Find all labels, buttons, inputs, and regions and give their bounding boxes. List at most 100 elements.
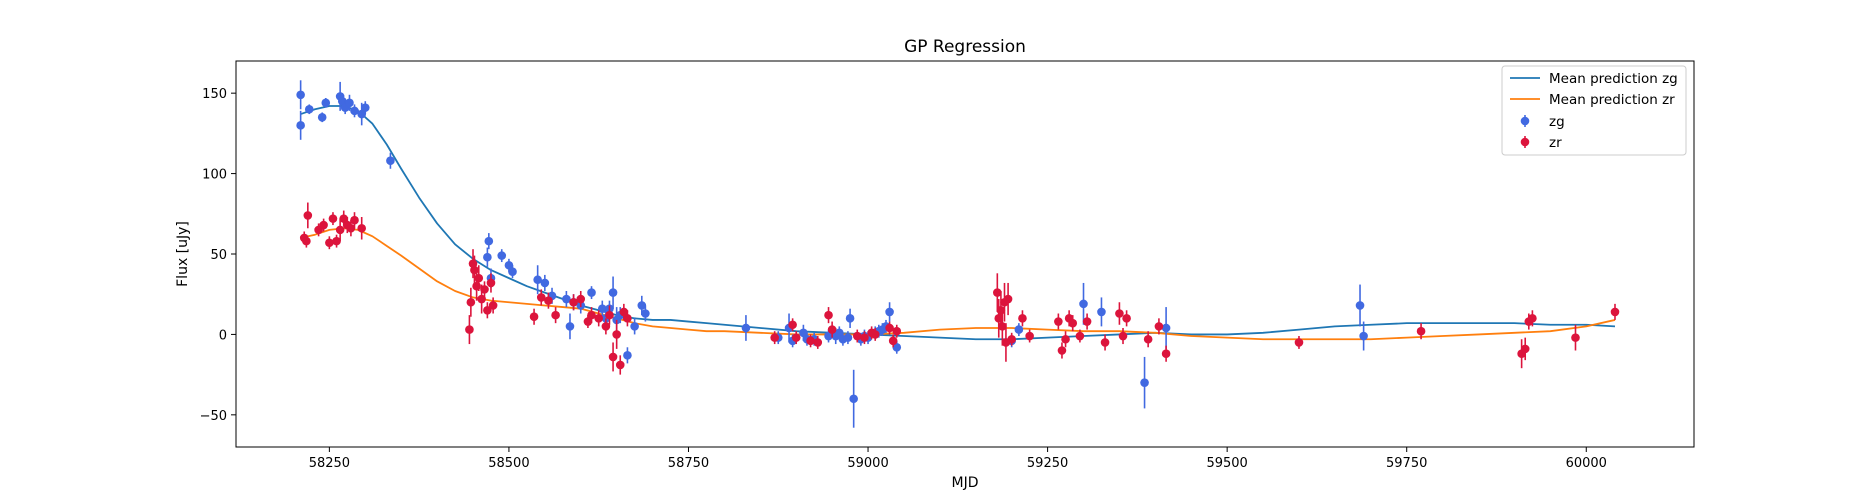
legend-label: zg xyxy=(1549,114,1565,130)
y-tick-label: 0 xyxy=(219,328,227,343)
data-point-zr xyxy=(1100,338,1110,347)
x-axis: 58250 58500 58750 59000 59250 59500 59750 60000 xyxy=(309,447,1607,471)
data-point-zr xyxy=(488,301,498,310)
data-point-zr xyxy=(791,333,801,342)
data-point-zr xyxy=(529,312,539,322)
data-point-zr xyxy=(852,331,862,341)
data-point-zr xyxy=(1057,346,1067,355)
data-point-zr xyxy=(335,225,345,235)
data-point-zr xyxy=(587,310,596,320)
data-point-zg xyxy=(1097,307,1106,317)
data-point-zr xyxy=(1122,314,1131,323)
legend-items: Mean prediction zg Mean prediction zr zg zr xyxy=(1510,71,1678,151)
data-point-zg xyxy=(386,156,395,166)
data-point-zr xyxy=(474,273,484,283)
data-point-zg xyxy=(630,322,639,331)
data-point-zr xyxy=(605,310,614,320)
chart-title: GP Regression xyxy=(904,37,1026,57)
data-point-zr xyxy=(885,323,894,333)
data-point-zr xyxy=(1161,349,1171,359)
data-point-zr xyxy=(576,294,586,304)
data-point-zg xyxy=(321,98,331,108)
data-point-zr xyxy=(1610,307,1620,317)
data-point-zg xyxy=(296,121,305,130)
y-tick-label: 150 xyxy=(202,87,227,102)
data-point-zr xyxy=(806,336,815,346)
x-tick-label: 58750 xyxy=(668,456,709,471)
data-point-zg xyxy=(360,103,370,112)
data-point-zr xyxy=(1018,314,1027,323)
x-tick-label: 58250 xyxy=(309,456,350,471)
x-tick-label: 58500 xyxy=(488,456,529,471)
data-point-zr xyxy=(827,325,837,334)
x-axis-label: MJD xyxy=(952,475,979,491)
data-point-zr xyxy=(332,236,341,246)
data-point-zr xyxy=(1007,334,1016,344)
data-point-zr xyxy=(1154,322,1164,331)
legend: Mean prediction zg Mean prediction zr zg zr xyxy=(1501,65,1687,156)
data-point-zr xyxy=(1143,334,1153,344)
data-point-zg xyxy=(1359,331,1368,341)
data-point-zr xyxy=(1061,334,1070,344)
data-point-zr xyxy=(1075,331,1085,341)
data-point-zg xyxy=(357,109,366,119)
data-point-zr xyxy=(472,281,481,291)
y-tick-label: −50 xyxy=(200,409,227,424)
data-point-zr xyxy=(1054,317,1063,326)
data-point-zg xyxy=(533,275,542,285)
data-point-zr xyxy=(615,360,625,370)
x-tick-label: 59500 xyxy=(1206,456,1247,471)
data-point-zg xyxy=(849,394,858,404)
data-point-zr xyxy=(612,330,621,339)
data-point-zr xyxy=(594,314,604,323)
data-point-zr xyxy=(480,285,489,294)
data-point-zr xyxy=(1294,338,1304,347)
data-point-zr xyxy=(619,307,629,317)
data-point-zg xyxy=(799,328,808,338)
data-point-zg xyxy=(1140,378,1149,387)
data-point-zr xyxy=(788,320,797,330)
data-point-zr xyxy=(350,215,359,225)
data-point-zg xyxy=(623,351,632,360)
data-point-zr xyxy=(1528,314,1537,323)
data-point-zg xyxy=(1079,299,1088,309)
data-point-zr xyxy=(623,314,632,323)
data-point-zr xyxy=(346,223,356,233)
data-point-zg xyxy=(843,333,853,342)
data-point-zg xyxy=(540,278,550,288)
data-point-zr xyxy=(870,330,880,339)
data-point-zr xyxy=(601,322,611,331)
x-tick-label: 59000 xyxy=(847,456,888,471)
data-point-zg xyxy=(508,267,517,276)
data-point-zg xyxy=(597,304,607,313)
data-point-zr xyxy=(303,211,313,220)
data-point-zg xyxy=(641,309,650,318)
series-line-mean-prediction-zr xyxy=(300,227,1616,341)
data-point-zr xyxy=(569,297,578,307)
data-point-zg xyxy=(885,307,894,317)
data-point-zr xyxy=(466,297,476,307)
data-point-zg xyxy=(587,288,596,297)
data-point-zr xyxy=(1025,331,1034,341)
data-point-zr xyxy=(486,278,496,288)
data-point-zr xyxy=(544,296,553,305)
legend-label: Mean prediction zg xyxy=(1549,71,1678,87)
data-point-zg xyxy=(1014,325,1024,334)
data-point-zg xyxy=(304,104,314,114)
data-point-zg xyxy=(565,322,575,331)
series-line-mean-prediction-zg xyxy=(300,105,1616,341)
data-point-zg xyxy=(350,106,359,116)
data-point-zr xyxy=(302,236,311,246)
data-point-zr xyxy=(824,310,833,320)
data-point-zg xyxy=(608,288,618,297)
data-point-zr xyxy=(1082,317,1092,326)
data-point-zr xyxy=(1571,333,1580,342)
data-point-zg xyxy=(835,328,844,338)
data-point-zr xyxy=(1003,294,1013,304)
data-point-zr xyxy=(1115,309,1124,318)
data-point-zr xyxy=(470,265,479,275)
data-point-zg xyxy=(497,251,507,260)
data-point-zg xyxy=(483,252,492,262)
x-tick-label: 59250 xyxy=(1027,456,1068,471)
